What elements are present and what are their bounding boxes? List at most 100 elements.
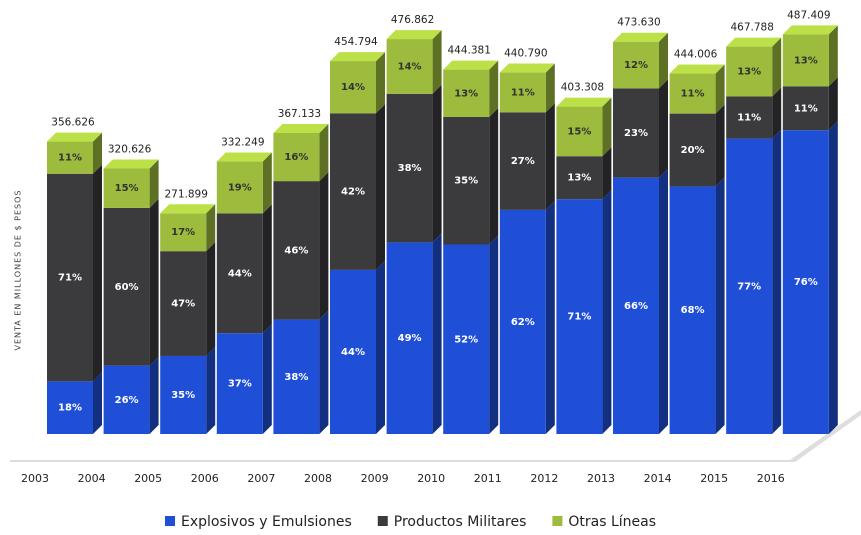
bar-side [828, 77, 838, 131]
segment-label: 52% [454, 334, 478, 345]
total-label: 440.790 [504, 48, 547, 60]
bar-side [659, 32, 668, 89]
bar-segment [273, 181, 320, 320]
x-tick-label: 2013 [587, 472, 615, 485]
bar-side [715, 104, 725, 187]
bar-side [432, 84, 442, 243]
bar-segment [216, 213, 263, 334]
bar-side [376, 260, 385, 434]
segment-label: 71% [58, 273, 82, 284]
legend-label: Explosivos y Emulsiones [181, 514, 352, 530]
bar-side [432, 233, 442, 434]
bar-segment [443, 116, 490, 245]
bar-side [149, 356, 159, 434]
bar-side [206, 242, 216, 356]
total-label: 473.630 [617, 17, 660, 29]
x-tick-label: 2012 [530, 472, 558, 485]
segment-label: 11% [681, 89, 705, 100]
bar-side [489, 235, 499, 434]
segment-label: 44% [341, 347, 365, 358]
x-tick-label: 2009 [361, 472, 389, 485]
bar-segment [556, 106, 603, 157]
segment-label: 14% [341, 82, 365, 93]
bar-side [545, 200, 555, 434]
bar-side [93, 164, 102, 382]
segment-label: 15% [115, 183, 139, 194]
bar-segment [216, 333, 263, 434]
bar-side [715, 64, 725, 114]
bar-segment [499, 72, 546, 113]
bar-side [319, 123, 329, 182]
segment-label: 76% [794, 277, 818, 288]
bar-top [782, 25, 838, 35]
segment-label: 27% [511, 156, 535, 167]
total-label: 271.899 [164, 188, 207, 200]
bar-segment [273, 132, 320, 182]
bar-side [206, 346, 216, 434]
segment-label: 35% [171, 390, 195, 401]
segment-label: 60% [115, 282, 139, 293]
x-tick-label: 2015 [700, 472, 728, 485]
bar-segment [726, 96, 773, 139]
bar-segment [669, 186, 716, 434]
bar-side [828, 121, 838, 435]
x-tick-label: 2005 [134, 472, 162, 485]
bar-segment [782, 130, 829, 434]
bar-side [262, 324, 272, 434]
segment-label: 68% [681, 305, 705, 316]
bar-segment [443, 69, 490, 117]
bar-segment [216, 161, 263, 214]
bar-side [319, 310, 329, 434]
bar-side [319, 172, 329, 320]
bar-segment [386, 93, 433, 243]
bar-segment [443, 244, 490, 434]
bar-side [715, 177, 725, 435]
bar-segment [613, 88, 659, 178]
segment-label: 11% [511, 87, 535, 98]
segment-label: 35% [454, 176, 478, 187]
bar-side [545, 103, 555, 210]
bar-side [828, 25, 838, 87]
bar-top [160, 204, 216, 214]
bar-segment [556, 156, 603, 200]
bar-side [545, 63, 555, 113]
bar-top [386, 30, 442, 40]
bar-top [103, 159, 159, 169]
segment-label: 11% [58, 153, 82, 164]
segment-label: 19% [228, 182, 252, 193]
bar-segment [273, 319, 320, 434]
x-tick-label: 2007 [247, 472, 275, 485]
segment-label: 16% [284, 152, 308, 163]
total-label: 356.626 [51, 117, 95, 129]
bar-segment [782, 86, 829, 131]
bar-segment [160, 251, 207, 356]
bar-segment [47, 173, 93, 382]
bar-segment [499, 112, 546, 210]
x-tick-label: 2004 [78, 472, 106, 485]
bar-segment [556, 199, 603, 434]
bar-side [602, 190, 612, 434]
bar-segment [47, 381, 93, 434]
x-tick-label: 2014 [644, 472, 672, 485]
bar-segment [330, 61, 376, 114]
bar-side [149, 198, 159, 366]
bar-segment [726, 138, 773, 434]
bar-side [659, 168, 668, 434]
bar-segment [160, 213, 207, 252]
segment-label: 15% [567, 126, 591, 137]
bar-segment [613, 177, 659, 434]
segment-label: 42% [341, 187, 365, 198]
bar-segment [103, 168, 150, 208]
bar-side [602, 147, 612, 200]
total-label: 367.133 [278, 108, 321, 120]
bar-top [47, 132, 102, 142]
segment-label: 66% [624, 301, 648, 312]
segment-label: 23% [624, 128, 648, 139]
bar-side [262, 152, 272, 214]
legend-label: Productos Militares [394, 514, 527, 530]
bar-top [443, 60, 499, 70]
total-label: 403.308 [561, 82, 604, 94]
bar-side [489, 60, 499, 117]
bar-segment [330, 269, 376, 434]
